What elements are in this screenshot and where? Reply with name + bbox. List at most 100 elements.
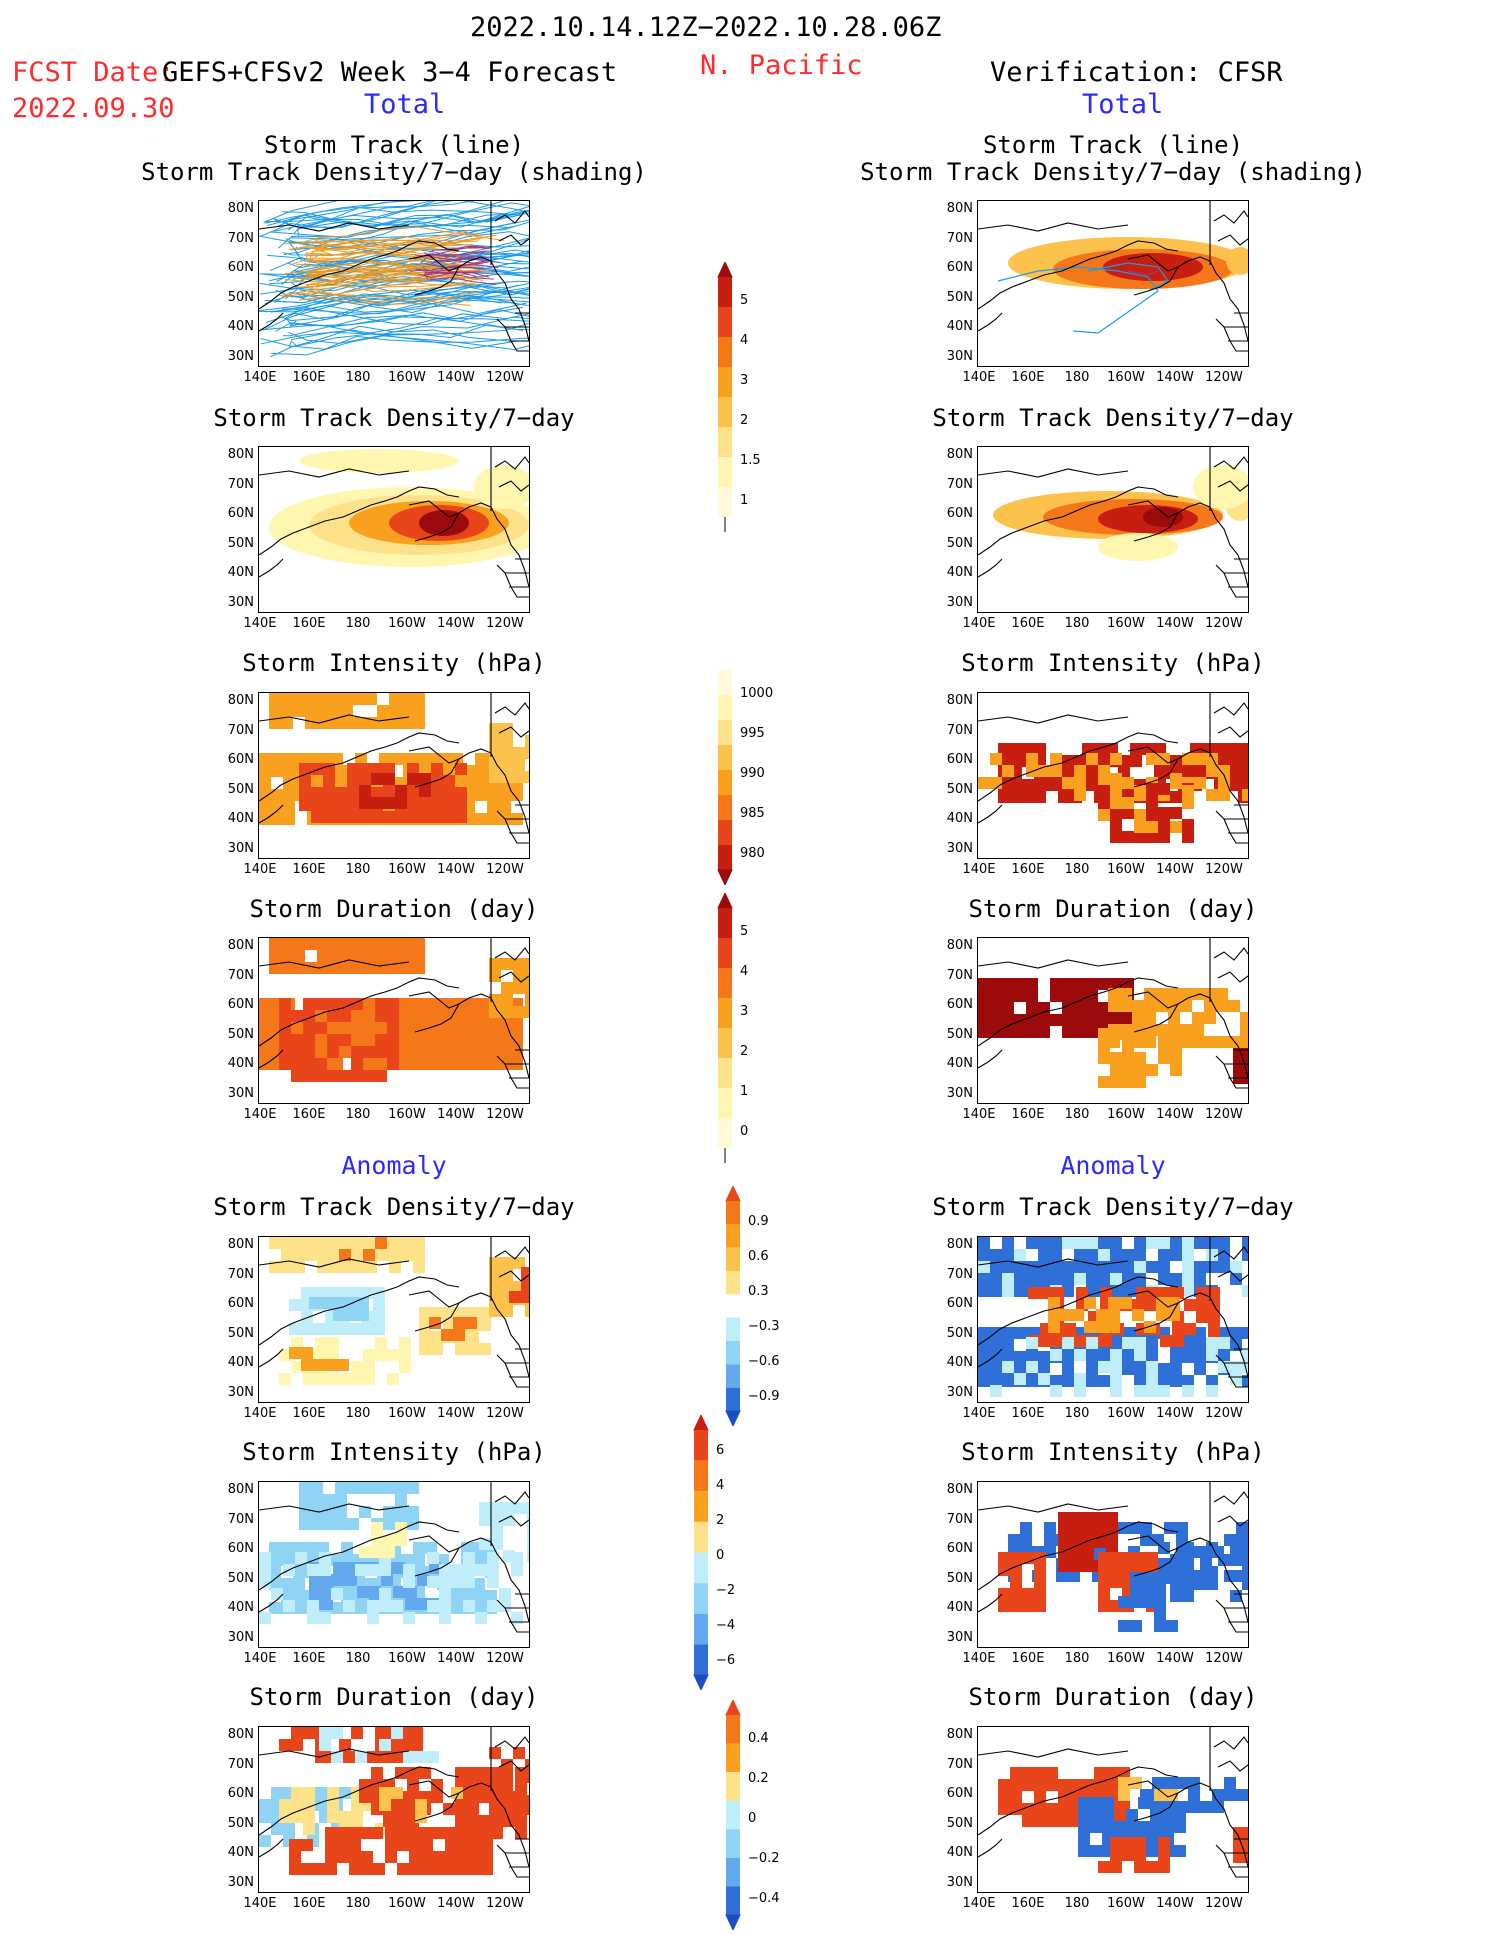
map-panel-density-left <box>258 446 530 613</box>
title-duration-left: Storm Duration (day) <box>249 895 539 923</box>
lat-tick-label: 70N <box>227 967 254 983</box>
colorbar-tick-label: −2 <box>716 1583 736 1598</box>
lat-tick-label: 80N <box>946 1482 973 1497</box>
map-panel-anom_intensity-left <box>258 1481 530 1648</box>
colorbar-tick-label: 0 <box>716 1548 725 1563</box>
lon-tick-label: 160W <box>1107 862 1145 877</box>
lat-tick-label: 60N <box>227 1786 254 1801</box>
map-panel-intensity-left <box>258 692 530 859</box>
lat-tick-label: 70N <box>227 722 254 738</box>
lat-tick-label: 40N <box>946 565 973 580</box>
lon-tick-label: 180 <box>1064 862 1090 877</box>
lat-tick-label: 30N <box>946 1384 973 1400</box>
map-panel-trackline-left <box>258 200 530 367</box>
lat-tick-label: 50N <box>227 781 254 797</box>
lat-tick-label: 30N <box>227 1085 254 1101</box>
lon-tick-label: 180 <box>345 1896 371 1911</box>
lon-tick-label: 180 <box>1064 616 1090 631</box>
fcst-date-label: FCST Date: <box>12 57 175 88</box>
lat-tick-label: 40N <box>946 1355 973 1370</box>
lon-tick-label: 180 <box>345 1107 371 1122</box>
colorbar-tick-label: 0.3 <box>748 1284 769 1299</box>
title-intensity-left: Storm Intensity (hPa) <box>242 649 546 677</box>
lat-tick-label: 40N <box>227 1355 254 1370</box>
colorbar-tick-label: 4 <box>716 1478 725 1493</box>
lat-tick-label: 50N <box>946 1570 973 1586</box>
lat-tick-label: 30N <box>946 840 973 856</box>
lat-tick-label: 50N <box>946 1815 973 1831</box>
lat-tick-label: 30N <box>946 1629 973 1645</box>
lon-tick-label: 160E <box>292 1107 326 1122</box>
lon-tick-label: 140W <box>1156 616 1194 631</box>
lat-tick-label: 50N <box>227 1325 254 1341</box>
lon-tick-label: 140E <box>243 1406 277 1421</box>
lon-tick-label: 180 <box>1064 1651 1090 1666</box>
lon-tick-label: 180 <box>345 862 371 877</box>
colorbar-tick-label: 1 <box>740 493 749 508</box>
lat-tick-label: 50N <box>946 1325 973 1341</box>
colorbar-tick-label: 5 <box>740 924 749 939</box>
lon-tick-label: 120W <box>1205 1896 1243 1911</box>
lat-tick-label: 30N <box>227 1629 254 1645</box>
lat-tick-label: 30N <box>946 1874 973 1890</box>
fcst-model: GEFS+CFSv2 Week 3−4 Forecast <box>162 57 618 88</box>
lat-tick-label: 80N <box>946 693 973 708</box>
lon-tick-label: 120W <box>1205 862 1243 877</box>
lon-tick-label: 120W <box>1205 1651 1243 1666</box>
lon-tick-label: 160E <box>292 1896 326 1911</box>
colorbar-tick-label: −0.2 <box>748 1851 780 1866</box>
lat-tick-label: 70N <box>227 230 254 246</box>
colorbar-tick-label: 1 <box>740 1084 749 1099</box>
lon-tick-label: 140W <box>437 370 475 385</box>
map-panel-anom_density-right <box>977 1236 1249 1403</box>
colorbar-tick-label: −0.9 <box>748 1389 780 1404</box>
colorbar-tick-label: −4 <box>716 1618 736 1633</box>
total-right-label: Total <box>1082 89 1164 120</box>
lat-tick-label: 30N <box>227 348 254 364</box>
lon-tick-label: 160E <box>292 370 326 385</box>
colorbar-duration-anom <box>724 1698 742 1934</box>
colorbar-tick-label: 990 <box>740 766 765 781</box>
map-panel-duration-right <box>977 937 1249 1104</box>
lon-tick-label: 160E <box>1011 1406 1045 1421</box>
lon-tick-label: 140E <box>962 370 996 385</box>
title-anom-intensity-right: Storm Intensity (hPa) <box>961 1438 1265 1466</box>
title-anom-duration-left: Storm Duration (day) <box>249 1683 539 1711</box>
colorbar-tick-label: 2 <box>740 413 749 428</box>
lat-tick-label: 80N <box>227 201 254 216</box>
lat-tick-label: 80N <box>227 1727 254 1742</box>
colorbar-density-anom <box>724 1184 742 1430</box>
lon-tick-label: 180 <box>345 1651 371 1666</box>
lat-tick-label: 70N <box>946 230 973 246</box>
lon-tick-label: 160W <box>1107 370 1145 385</box>
lon-tick-label: 140E <box>962 862 996 877</box>
lat-tick-label: 60N <box>227 506 254 521</box>
lon-tick-label: 120W <box>1205 1406 1243 1421</box>
lat-tick-label: 40N <box>227 811 254 826</box>
lon-tick-label: 120W <box>1205 1107 1243 1122</box>
lon-tick-label: 140W <box>437 862 475 877</box>
lat-tick-label: 40N <box>227 319 254 334</box>
lat-tick-label: 70N <box>227 1756 254 1772</box>
lat-tick-label: 30N <box>946 348 973 364</box>
lon-tick-label: 120W <box>1205 616 1243 631</box>
colorbar-tick-label: 1000 <box>740 686 774 701</box>
lon-tick-label: 180 <box>1064 370 1090 385</box>
colorbar-intensity-total <box>716 653 734 889</box>
lon-tick-label: 140W <box>1156 370 1194 385</box>
colorbar-duration-total <box>716 891 734 1167</box>
lon-tick-label: 160E <box>1011 862 1045 877</box>
lat-tick-label: 40N <box>227 1600 254 1615</box>
title-track-density-left: Storm Track Density/7−day <box>213 404 575 432</box>
lon-tick-label: 160E <box>1011 1651 1045 1666</box>
lon-tick-label: 140E <box>243 616 277 631</box>
lon-tick-label: 120W <box>486 370 524 385</box>
lon-tick-label: 160W <box>388 1406 426 1421</box>
lon-tick-label: 140W <box>1156 1406 1194 1421</box>
title-track-line-right: Storm Track (line) <box>982 131 1244 159</box>
lat-tick-label: 40N <box>946 319 973 334</box>
map-panel-duration-left <box>258 937 530 1104</box>
lon-tick-label: 180 <box>1064 1896 1090 1911</box>
lat-tick-label: 50N <box>946 289 973 305</box>
title-anom-density-right: Storm Track Density/7−day <box>932 1193 1294 1221</box>
